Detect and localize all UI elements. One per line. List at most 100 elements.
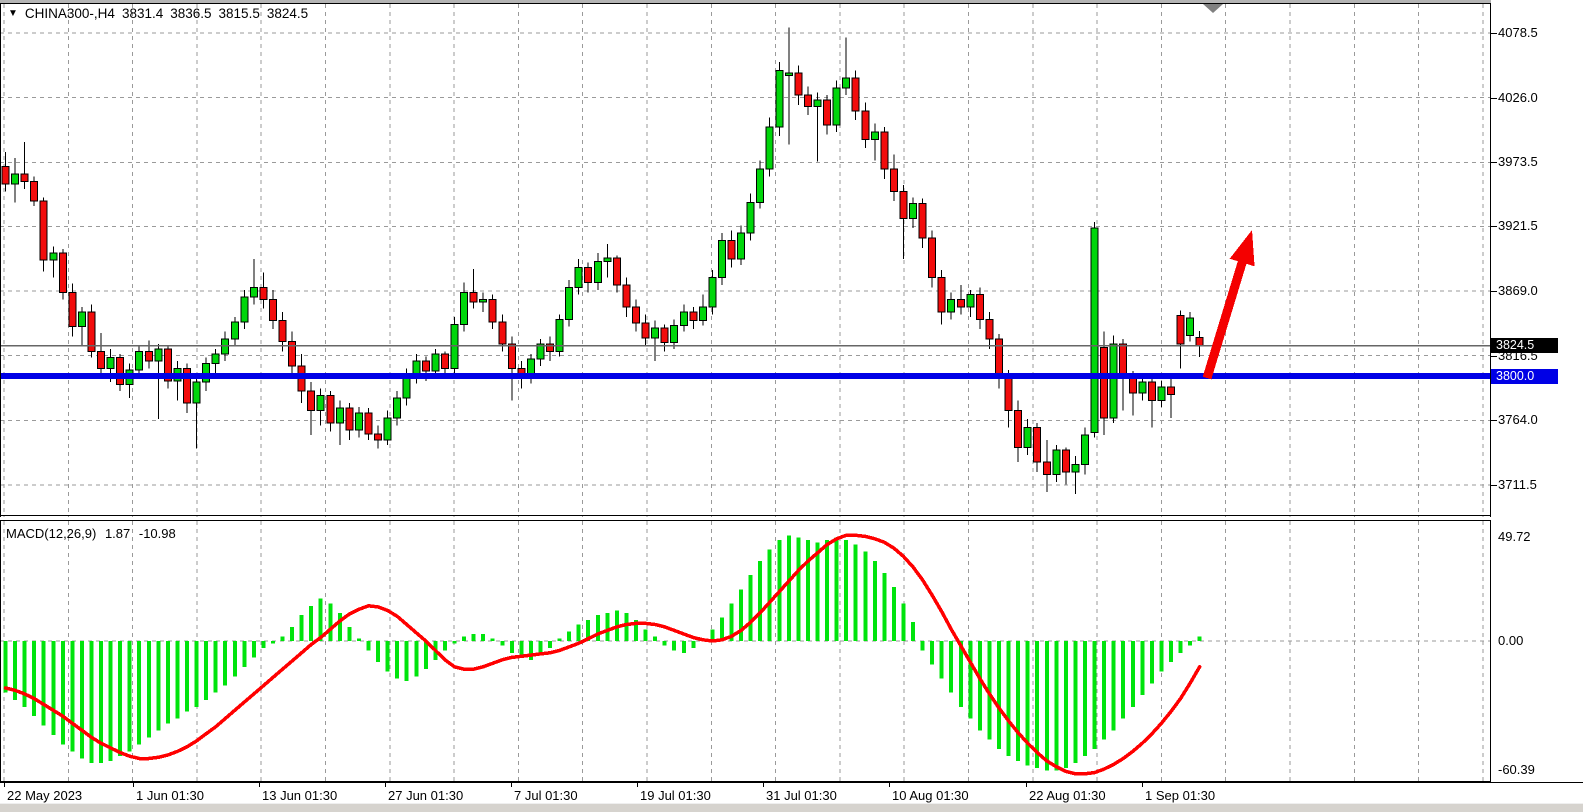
horizontal-line-3800[interactable] — [0, 373, 1490, 380]
price-chart-canvas[interactable] — [0, 0, 1491, 517]
macd-histogram-bar — [1063, 641, 1068, 768]
price-axis-label: 4078.5 — [1498, 25, 1538, 40]
macd-histogram-bar — [557, 638, 562, 641]
macd-histogram-bar — [137, 641, 142, 745]
candle-body — [823, 99, 832, 126]
candle-body — [660, 327, 669, 344]
macd-histogram-bar — [1188, 641, 1193, 646]
chart-title: ▼ CHINA300-,H4 3831.4 3836.5 3815.5 3824… — [8, 6, 308, 21]
candle-body — [1166, 386, 1175, 395]
window-bottom-edge — [0, 803, 1583, 812]
candle-body — [756, 168, 765, 203]
macd-histogram-bar — [1111, 641, 1116, 731]
time-axis-label: 22 Aug 01:30 — [1029, 788, 1106, 803]
arrow-shaft[interactable] — [1202, 257, 1248, 380]
macd-histogram-bar — [729, 603, 734, 641]
macd-histogram-bar — [204, 641, 209, 700]
macd-histogram-bar — [528, 641, 533, 660]
candle-body — [565, 286, 574, 320]
price-axis[interactable]: 3824.5 3800.0 49.72 0.00 -60.39 4078.5 40… — [1491, 0, 1583, 782]
macd-histogram-bar — [500, 641, 505, 646]
price-axis-label: 3711.5 — [1498, 476, 1537, 492]
macd-scale-zero: 0.00 — [1498, 633, 1524, 648]
macd-histogram-bar — [223, 641, 228, 686]
macd-histogram-bar — [710, 629, 715, 641]
macd-histogram-bar — [586, 619, 591, 641]
macd-histogram-bar — [796, 537, 801, 641]
macd-histogram-bar — [1159, 641, 1164, 672]
macd-indicator-canvas[interactable] — [0, 517, 1491, 782]
macd-histogram-bar — [99, 641, 104, 764]
macd-histogram-bar — [442, 641, 447, 651]
candle-body — [956, 299, 965, 308]
candle-body — [154, 348, 163, 362]
macd-histogram-bar — [376, 641, 381, 663]
macd-histogram-bar — [1178, 641, 1183, 653]
window-top-edge — [0, 0, 1583, 3]
candle-body — [899, 190, 908, 219]
candle-body — [889, 168, 898, 192]
time-axis[interactable]: 22 May 2023 1 Jun 01:30 13 Jun 01:30 27 Jun… — [0, 782, 1583, 804]
macd-signal-line — [3, 533, 1202, 776]
ohlc-readout: 3831.4 3836.5 3815.5 3824.5 — [122, 6, 308, 21]
candle-body — [1023, 427, 1032, 448]
macd-histogram-bar — [930, 641, 935, 665]
time-axis-label: 13 Jun 01:30 — [262, 788, 338, 803]
candle-body — [354, 412, 363, 431]
macd-histogram-bar — [748, 575, 753, 641]
candle-body — [421, 360, 430, 372]
macd-histogram-bar — [538, 641, 543, 656]
macd-histogram-bar — [825, 539, 830, 641]
macd-histogram-bar — [165, 641, 170, 724]
candle-body — [1033, 427, 1042, 463]
candle-body — [1014, 409, 1023, 448]
macd-histogram-bar — [328, 603, 333, 641]
candle-body — [832, 87, 841, 126]
candle-body — [1147, 381, 1156, 402]
macd-histogram-bar — [471, 633, 476, 641]
macd-histogram-bar — [1140, 641, 1145, 696]
macd-histogram-bar — [595, 615, 600, 641]
chart-shift-marker-icon[interactable] — [1203, 4, 1223, 13]
macd-histogram-bar — [834, 537, 839, 641]
candle-body — [1090, 227, 1099, 434]
macd-histogram-bar — [882, 572, 887, 641]
time-axis-tick — [133, 783, 134, 787]
macd-histogram-bar — [1025, 641, 1030, 766]
price-axis-tick — [1491, 33, 1497, 34]
macd-histogram-bar — [261, 641, 266, 649]
candle-body — [1176, 315, 1185, 345]
macd-histogram-bar — [911, 622, 916, 641]
candle-body — [947, 299, 956, 313]
candle-body — [230, 321, 239, 340]
candle-body — [393, 397, 402, 419]
macd-histogram-bar — [863, 551, 868, 641]
macd-histogram-bar — [3, 641, 8, 693]
price-axis-tick — [1491, 420, 1497, 422]
macd-histogram-bar — [844, 539, 849, 641]
candle-body — [211, 353, 220, 365]
macd-histogram-bar — [1006, 641, 1011, 757]
candle-body — [985, 318, 994, 340]
macd-histogram-bar — [758, 561, 763, 641]
candle-body — [440, 353, 449, 370]
candle-body — [1195, 336, 1204, 347]
candle-body — [488, 299, 497, 323]
arrow-head[interactable] — [1229, 230, 1255, 267]
macd-histogram-bar — [414, 641, 419, 677]
macd-histogram-bar — [624, 612, 629, 641]
candle-body — [622, 284, 631, 308]
candle-body — [97, 350, 106, 370]
macd-histogram-bar — [805, 539, 810, 641]
macd-histogram-bar — [481, 633, 486, 641]
macd-histogram-bar — [872, 561, 877, 641]
price-axis-tick — [1491, 226, 1497, 228]
candle-body — [450, 323, 459, 370]
macd-histogram-bar — [958, 641, 963, 707]
candle-body — [58, 252, 67, 293]
candle-body — [775, 70, 784, 128]
macd-indicator-label: MACD(12,26,9) 1.87 -10.98 — [6, 526, 181, 541]
symbol-dropdown-icon[interactable]: ▼ — [8, 8, 18, 19]
candle-body — [1080, 434, 1089, 466]
